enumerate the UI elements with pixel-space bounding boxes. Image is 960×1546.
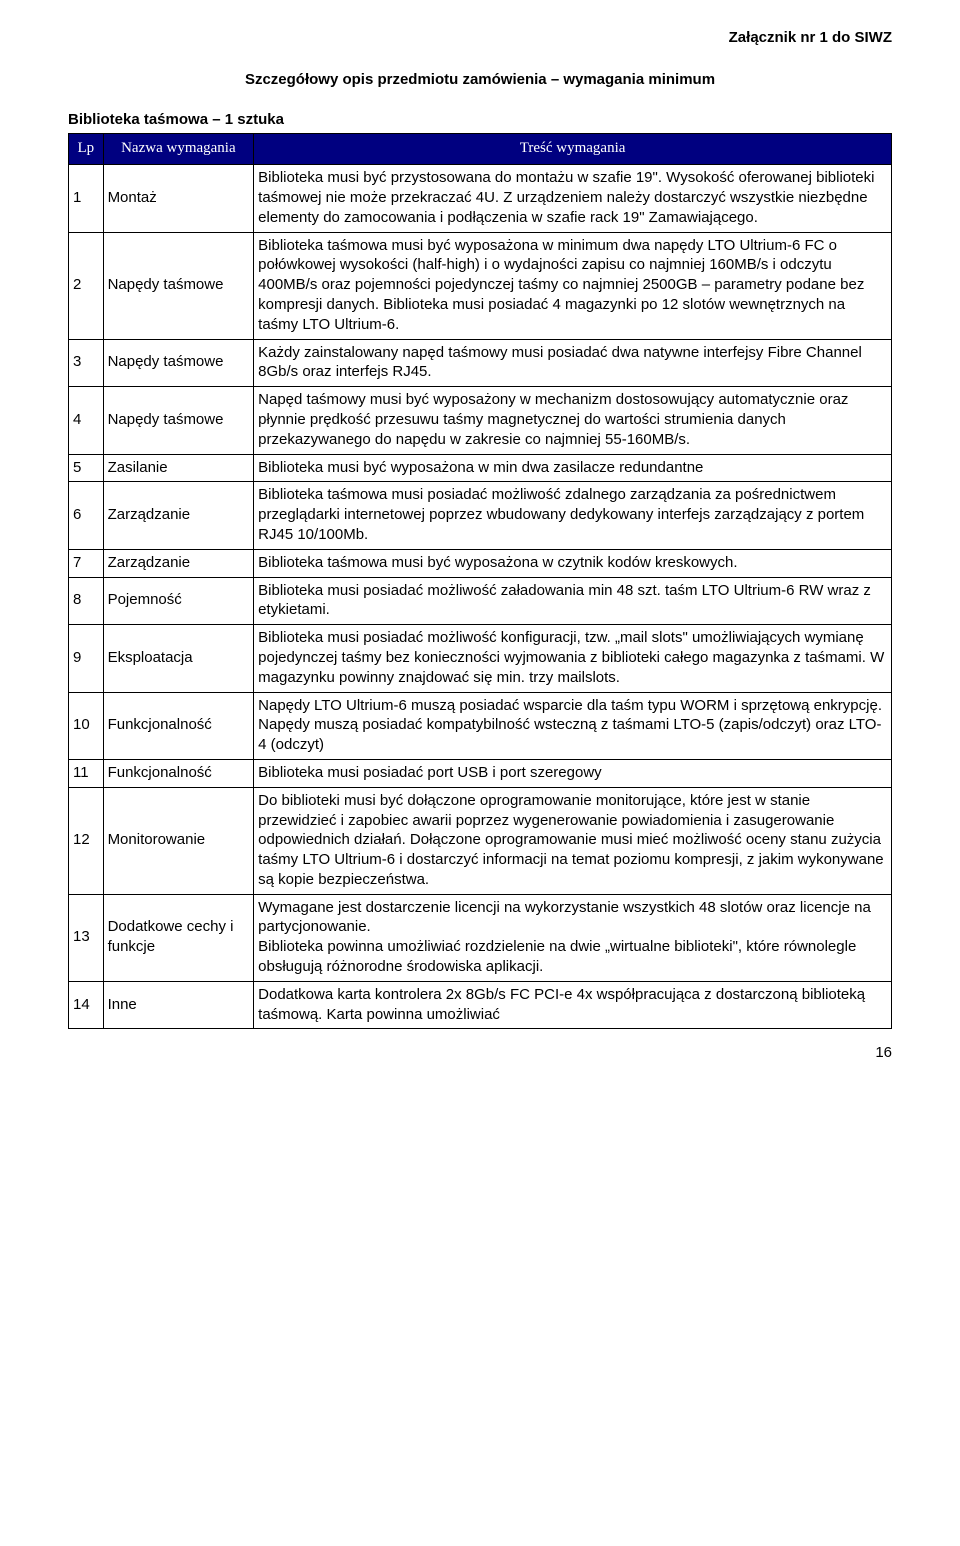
cell-tresc: Biblioteka taśmowa musi posiadać możliwo…: [254, 482, 892, 549]
cell-lp: 4: [69, 387, 104, 454]
cell-lp: 9: [69, 625, 104, 692]
cell-tresc: Biblioteka taśmowa musi być wyposażona w…: [254, 232, 892, 339]
cell-lp: 1: [69, 165, 104, 232]
cell-name: Pojemność: [103, 577, 254, 625]
cell-tresc: Biblioteka musi posiadać możliwość konfi…: [254, 625, 892, 692]
table-row: 13Dodatkowe cechy i funkcjeWymagane jest…: [69, 894, 892, 981]
table-row: 2Napędy taśmoweBiblioteka taśmowa musi b…: [69, 232, 892, 339]
cell-tresc: Do biblioteki musi być dołączone oprogra…: [254, 787, 892, 894]
cell-lp: 13: [69, 894, 104, 981]
table-row: 5ZasilanieBiblioteka musi być wyposażona…: [69, 454, 892, 482]
cell-tresc: Biblioteka taśmowa musi być wyposażona w…: [254, 549, 892, 577]
table-row: 9EksploatacjaBiblioteka musi posiadać mo…: [69, 625, 892, 692]
table-row: 8PojemnośćBiblioteka musi posiadać możli…: [69, 577, 892, 625]
table-row: 3Napędy taśmoweKażdy zainstalowany napęd…: [69, 339, 892, 387]
cell-lp: 11: [69, 759, 104, 787]
cell-name: Napędy taśmowe: [103, 232, 254, 339]
cell-tresc: Biblioteka musi być wyposażona w min dwa…: [254, 454, 892, 482]
attachment-label: Załącznik nr 1 do SIWZ: [68, 28, 892, 48]
cell-tresc: Napęd taśmowy musi być wyposażony w mech…: [254, 387, 892, 454]
cell-name: Dodatkowe cechy i funkcje: [103, 894, 254, 981]
cell-tresc: Wymagane jest dostarczenie licencji na w…: [254, 894, 892, 981]
table-row: 1MontażBiblioteka musi być przystosowana…: [69, 165, 892, 232]
cell-name: Inne: [103, 981, 254, 1029]
header-name: Nazwa wymagania: [103, 134, 254, 165]
cell-name: Zarządzanie: [103, 549, 254, 577]
cell-tresc: Dodatkowa karta kontrolera 2x 8Gb/s FC P…: [254, 981, 892, 1029]
table-header-row: Lp Nazwa wymagania Treść wymagania: [69, 134, 892, 165]
cell-tresc: Biblioteka musi posiadać port USB i port…: [254, 759, 892, 787]
cell-lp: 8: [69, 577, 104, 625]
header-lp: Lp: [69, 134, 104, 165]
requirements-table: Lp Nazwa wymagania Treść wymagania 1Mont…: [68, 133, 892, 1029]
cell-name: Funkcjonalność: [103, 692, 254, 759]
cell-lp: 7: [69, 549, 104, 577]
cell-tresc: Każdy zainstalowany napęd taśmowy musi p…: [254, 339, 892, 387]
cell-name: Eksploatacja: [103, 625, 254, 692]
cell-lp: 3: [69, 339, 104, 387]
table-row: 14InneDodatkowa karta kontrolera 2x 8Gb/…: [69, 981, 892, 1029]
cell-name: Monitorowanie: [103, 787, 254, 894]
page-number: 16: [68, 1043, 892, 1063]
table-row: 6ZarządzanieBiblioteka taśmowa musi posi…: [69, 482, 892, 549]
cell-lp: 2: [69, 232, 104, 339]
cell-lp: 12: [69, 787, 104, 894]
header-tresc: Treść wymagania: [254, 134, 892, 165]
main-title: Szczegółowy opis przedmiotu zamówienia –…: [68, 70, 892, 90]
cell-name: Napędy taśmowe: [103, 387, 254, 454]
table-row: 7ZarządzanieBiblioteka taśmowa musi być …: [69, 549, 892, 577]
table-row: 11FunkcjonalnośćBiblioteka musi posiadać…: [69, 759, 892, 787]
cell-name: Napędy taśmowe: [103, 339, 254, 387]
cell-tresc: Biblioteka musi posiadać możliwość załad…: [254, 577, 892, 625]
cell-lp: 6: [69, 482, 104, 549]
cell-tresc: Biblioteka musi być przystosowana do mon…: [254, 165, 892, 232]
table-row: 12MonitorowanieDo biblioteki musi być do…: [69, 787, 892, 894]
table-body: 1MontażBiblioteka musi być przystosowana…: [69, 165, 892, 1029]
cell-lp: 10: [69, 692, 104, 759]
cell-lp: 14: [69, 981, 104, 1029]
cell-name: Zasilanie: [103, 454, 254, 482]
cell-lp: 5: [69, 454, 104, 482]
table-row: 4Napędy taśmoweNapęd taśmowy musi być wy…: [69, 387, 892, 454]
cell-name: Zarządzanie: [103, 482, 254, 549]
table-row: 10FunkcjonalnośćNapędy LTO Ultrium-6 mus…: [69, 692, 892, 759]
subtitle: Biblioteka taśmowa – 1 sztuka: [68, 110, 892, 130]
cell-name: Montaż: [103, 165, 254, 232]
cell-name: Funkcjonalność: [103, 759, 254, 787]
cell-tresc: Napędy LTO Ultrium-6 muszą posiadać wspa…: [254, 692, 892, 759]
